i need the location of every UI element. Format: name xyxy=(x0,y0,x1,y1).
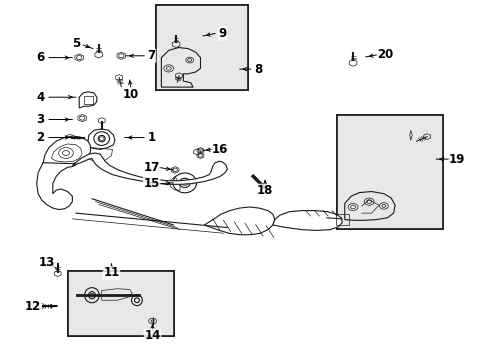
Bar xyxy=(337,115,442,229)
Text: 16: 16 xyxy=(211,143,228,156)
Text: 8: 8 xyxy=(254,63,262,76)
Polygon shape xyxy=(87,129,115,149)
Polygon shape xyxy=(272,211,342,230)
Text: 9: 9 xyxy=(218,27,226,40)
Text: 13: 13 xyxy=(38,256,55,269)
Text: 15: 15 xyxy=(143,177,160,190)
Polygon shape xyxy=(161,48,200,87)
Text: 1: 1 xyxy=(147,131,155,144)
Polygon shape xyxy=(204,207,274,235)
Bar xyxy=(156,5,248,90)
Text: 18: 18 xyxy=(256,184,273,197)
Text: 2: 2 xyxy=(36,131,44,144)
Text: 14: 14 xyxy=(144,329,161,342)
Text: 5: 5 xyxy=(72,37,80,50)
Bar xyxy=(84,96,93,104)
Text: 3: 3 xyxy=(36,113,44,126)
Text: 10: 10 xyxy=(122,88,139,101)
Polygon shape xyxy=(344,192,394,220)
Bar xyxy=(156,5,248,90)
Polygon shape xyxy=(43,136,90,165)
Bar xyxy=(68,271,173,336)
Polygon shape xyxy=(72,153,227,184)
Text: 4: 4 xyxy=(36,91,44,104)
Text: 7: 7 xyxy=(147,49,155,62)
Bar xyxy=(337,115,442,229)
Polygon shape xyxy=(79,92,97,108)
Text: 12: 12 xyxy=(25,300,41,313)
Text: 20: 20 xyxy=(376,48,393,61)
Text: 19: 19 xyxy=(448,153,465,166)
Text: 17: 17 xyxy=(143,161,160,174)
Text: 6: 6 xyxy=(36,51,44,64)
Polygon shape xyxy=(37,163,77,210)
Bar xyxy=(68,271,173,336)
Text: 11: 11 xyxy=(103,266,120,279)
Bar xyxy=(336,214,348,225)
